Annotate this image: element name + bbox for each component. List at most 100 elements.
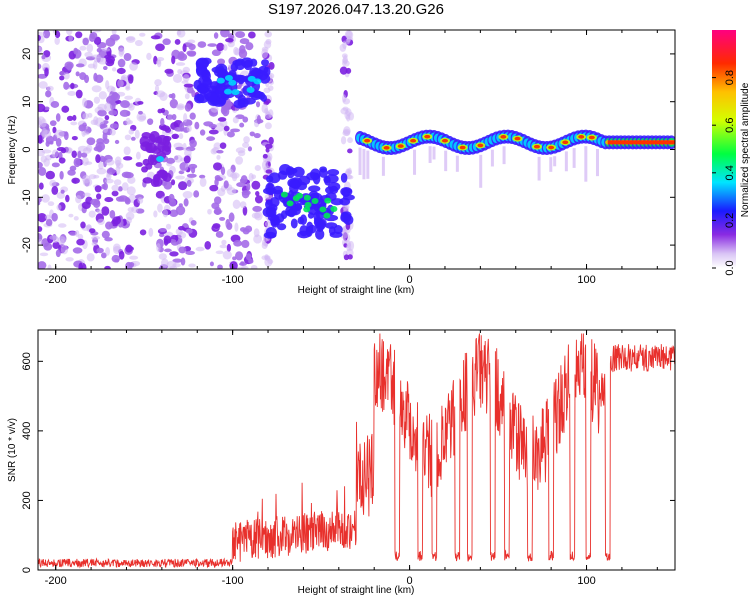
noise-speck <box>78 124 86 132</box>
colorbar-gradient <box>712 30 736 268</box>
cluster-c-blob <box>319 166 327 173</box>
noise-speck <box>187 39 196 44</box>
noise-speck <box>124 134 132 141</box>
spectrogram-x-tick-label: -100 <box>222 274 244 286</box>
noise-speck <box>135 151 141 160</box>
noise-speck <box>147 118 154 125</box>
noise-column-speck <box>261 242 268 249</box>
noise-speck <box>234 222 239 232</box>
noise-column-speck <box>341 53 348 59</box>
noise-speck <box>242 206 248 216</box>
noise-speck <box>76 238 85 246</box>
carrier-peak <box>410 138 417 143</box>
noise-speck <box>229 261 238 269</box>
noise-speck <box>169 251 179 257</box>
noise-speck <box>249 131 255 137</box>
noise-speck <box>88 228 96 234</box>
noise-speck <box>239 178 245 183</box>
cluster-c-blob <box>266 175 274 183</box>
noise-speck <box>49 235 59 240</box>
noise-speck <box>82 174 91 184</box>
cluster-a-blob <box>161 146 172 156</box>
noise-speck <box>60 148 67 154</box>
noise-speck <box>176 103 185 111</box>
noise-speck <box>96 168 107 175</box>
noise-speck <box>217 188 226 197</box>
noise-column-speck <box>339 230 348 239</box>
noise-speck <box>104 102 112 112</box>
colorbar-tick-label: 0.6 <box>724 118 736 133</box>
noise-speck <box>239 227 247 232</box>
noise-speck <box>109 123 119 129</box>
noise-speck <box>95 141 106 152</box>
noise-speck <box>84 51 93 58</box>
cluster-c-blob <box>275 213 285 223</box>
noise-speck <box>153 210 158 218</box>
carrier-smear <box>381 156 385 176</box>
noise-speck <box>226 187 237 196</box>
noise-speck <box>91 30 102 33</box>
noise-speck <box>86 252 95 262</box>
carrier-peak <box>562 140 569 145</box>
noise-speck <box>56 204 62 211</box>
noise-speck <box>72 247 83 254</box>
noise-speck <box>113 179 122 186</box>
cluster-b-blob <box>263 66 271 77</box>
noise-speck <box>51 212 58 222</box>
noise-speck <box>214 206 222 216</box>
noise-speck <box>77 150 82 159</box>
noise-speck <box>186 125 192 133</box>
noise-speck <box>128 74 134 84</box>
noise-speck <box>226 222 233 230</box>
carrier-smear <box>537 156 541 181</box>
noise-speck <box>156 243 161 252</box>
noise-speck <box>38 73 48 79</box>
cluster-c-blob <box>340 212 352 223</box>
noise-speck <box>137 197 144 204</box>
noise-speck <box>168 193 175 203</box>
noise-speck <box>180 257 186 266</box>
noise-speck <box>104 115 110 121</box>
noise-speck <box>71 150 78 158</box>
carrier-peak <box>459 145 466 150</box>
noise-speck <box>208 123 217 129</box>
noise-column-speck <box>339 66 348 75</box>
noise-speck <box>199 177 207 187</box>
noise-speck <box>174 126 184 132</box>
noise-speck <box>88 210 96 218</box>
noise-speck <box>165 223 172 230</box>
snr-ticks: -200 -100 0 100 0 200 400 600 <box>21 330 675 587</box>
noise-speck <box>171 55 176 65</box>
noise-column-speck <box>267 85 274 91</box>
noise-column-speck <box>264 30 272 38</box>
noise-speck <box>75 89 83 99</box>
noise-speck <box>38 201 41 206</box>
noise-speck <box>220 166 226 176</box>
cluster-c-blob <box>308 185 321 192</box>
noise-speck <box>85 224 92 230</box>
noise-speck <box>75 71 80 77</box>
noise-speck <box>182 43 187 53</box>
noise-speck <box>61 105 70 113</box>
noise-speck <box>120 100 131 109</box>
noise-speck <box>167 113 174 121</box>
noise-speck <box>162 209 169 218</box>
noise-speck <box>241 239 250 249</box>
carrier-smear <box>572 148 576 168</box>
cluster-b-blob <box>237 75 245 85</box>
cluster-c-blob <box>327 181 341 192</box>
noise-speck <box>117 186 123 192</box>
cluster-c-core <box>304 201 312 208</box>
noise-speck <box>227 40 235 48</box>
noise-speck <box>47 201 55 207</box>
noise-speck <box>49 179 57 187</box>
noise-speck <box>213 32 219 39</box>
noise-speck <box>115 159 121 167</box>
noise-speck <box>38 149 46 157</box>
noise-speck <box>226 168 234 178</box>
noise-speck <box>51 149 59 158</box>
noise-speck <box>207 208 212 215</box>
noise-speck <box>162 38 171 46</box>
noise-speck <box>86 43 94 53</box>
